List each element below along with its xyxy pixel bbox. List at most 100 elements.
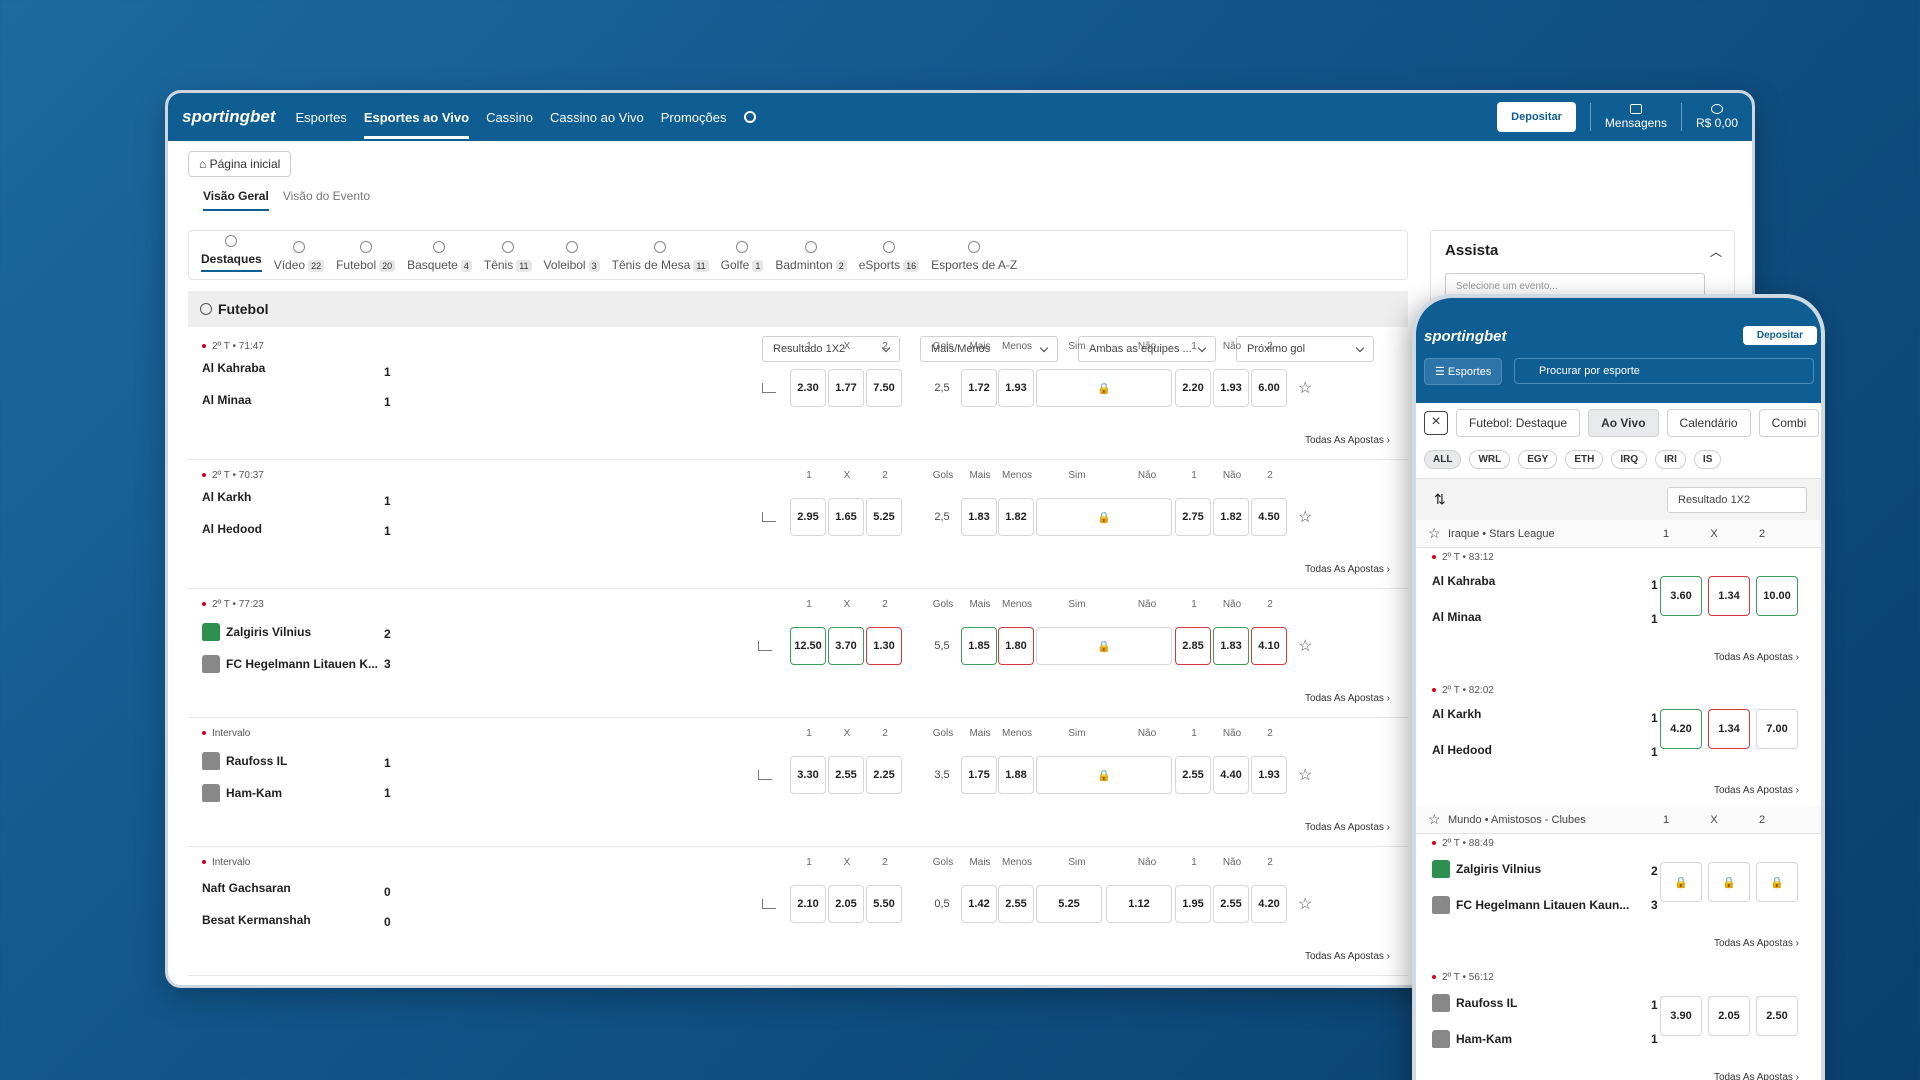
team-away[interactable]: Ham-Kam	[202, 784, 282, 802]
odds-button[interactable]: 1.80	[998, 627, 1034, 665]
team-home[interactable]: Al Karkh	[202, 490, 251, 504]
tab-combi[interactable]: Combi	[1758, 409, 1820, 437]
odds-button[interactable]: 2.50	[1756, 996, 1798, 1036]
stats-icon[interactable]	[758, 770, 772, 780]
team-away[interactable]: Besat Kermanshah	[202, 913, 311, 927]
team-home[interactable]: Raufoss IL	[202, 752, 287, 770]
odds-button[interactable]: 5.25	[866, 498, 902, 536]
market-dropdown-proximo-gol[interactable]: Próximo gol	[1236, 336, 1374, 362]
all-bets-link[interactable]: Todas As Apostas ›	[1714, 785, 1799, 796]
odds-button[interactable]: 1.93	[998, 369, 1034, 407]
odds-button[interactable]: 2.05	[828, 885, 864, 923]
odds-button[interactable]: 12.50	[790, 627, 826, 665]
sport-tab[interactable]: Tênis 11	[484, 241, 532, 272]
odds-button[interactable]: 1.88	[998, 756, 1034, 794]
odds-button[interactable]: 4.20	[1251, 885, 1287, 923]
mobile-logo[interactable]: sportingbet	[1424, 328, 1507, 345]
odds-button[interactable]: 5.50	[866, 885, 902, 923]
favorite-star-icon[interactable]: ☆	[1298, 767, 1313, 784]
country-filter-chip[interactable]: IRI	[1655, 450, 1686, 469]
home-breadcrumb[interactable]: ⌂ Página inicial	[188, 151, 292, 177]
sport-tab[interactable]: Tênis de Mesa 11	[612, 241, 709, 272]
all-bets-link[interactable]: Todas As Apostas ›	[1305, 693, 1390, 704]
team-away[interactable]: Ham-Kam	[1432, 1030, 1512, 1048]
odds-button[interactable]: 1.34	[1708, 576, 1750, 616]
tab-visao-geral[interactable]: Visão Geral	[203, 189, 269, 211]
all-bets-link[interactable]: Todas As Apostas ›	[1305, 822, 1390, 833]
odds-button[interactable]: 2.20	[1175, 369, 1211, 407]
sport-tab[interactable]: Destaques	[201, 235, 262, 272]
all-bets-link[interactable]: Todas As Apostas ›	[1714, 652, 1799, 663]
country-filter-chip[interactable]: IRQ	[1611, 450, 1648, 469]
stats-icon[interactable]	[762, 899, 776, 909]
sport-tab[interactable]: Voleibol 3	[544, 241, 600, 272]
odds-button[interactable]: 2.95	[790, 498, 826, 536]
sport-tab[interactable]: Badminton 2	[775, 241, 847, 272]
odds-button[interactable]: 1.65	[828, 498, 864, 536]
team-away[interactable]: Al Hedood	[202, 522, 262, 536]
country-filter-chip[interactable]: WRL	[1469, 450, 1511, 469]
country-filter-chip[interactable]: EGY	[1518, 450, 1558, 469]
team-home[interactable]: Al Karkh	[1432, 707, 1481, 721]
odds-button[interactable]: 1.82	[998, 498, 1034, 536]
odds-button[interactable]: 4.50	[1251, 498, 1287, 536]
favorite-star-icon[interactable]: ☆	[1428, 811, 1441, 827]
odds-button[interactable]: 1.34	[1708, 709, 1750, 749]
logo[interactable]: sportingbet	[182, 107, 276, 126]
odds-button[interactable]: 2.55	[1213, 885, 1249, 923]
odds-button[interactable]: 2.25	[866, 756, 902, 794]
tab-calendario[interactable]: Calendário	[1666, 409, 1751, 437]
mobile-deposit-button[interactable]: Depositar	[1742, 326, 1817, 345]
team-home[interactable]: Zalgiris Vilnius	[202, 623, 311, 641]
odds-button[interactable]: 1.83	[1213, 627, 1249, 665]
odds-button[interactable]: 2.05	[1708, 996, 1750, 1036]
odds-button[interactable]: 3.90	[1660, 996, 1702, 1036]
country-filter-chip[interactable]: IS	[1693, 450, 1722, 469]
team-home[interactable]: Raufoss IL	[1432, 994, 1517, 1012]
odds-button[interactable]: 1.42	[961, 885, 997, 923]
odds-button[interactable]: 2.75	[1175, 498, 1211, 536]
market-dropdown-mais-menos[interactable]: Mais/Menos	[920, 336, 1058, 362]
mobile-sports-menu-button[interactable]: ☰ Esportes	[1424, 358, 1503, 385]
stats-icon[interactable]	[758, 641, 772, 651]
sport-tab[interactable]: Vídeo 22	[274, 241, 325, 272]
favorite-star-icon[interactable]: ☆	[1298, 509, 1313, 526]
odds-button[interactable]: 2.55	[998, 885, 1034, 923]
mobile-market-dropdown[interactable]: Resultado 1X2	[1667, 487, 1807, 513]
sport-tab[interactable]: Futebol 20	[336, 241, 396, 272]
tab-ao-vivo[interactable]: Ao Vivo	[1588, 409, 1659, 437]
odds-button[interactable]: 2.55	[1175, 756, 1211, 794]
market-dropdown-1x2[interactable]: Resultado 1X2	[762, 336, 900, 362]
odds-button[interactable]: 3.70	[828, 627, 864, 665]
all-bets-link[interactable]: Todas As Apostas ›	[1714, 1072, 1799, 1080]
all-bets-link[interactable]: Todas As Apostas ›	[1305, 564, 1390, 575]
odds-button[interactable]: 6.00	[1251, 369, 1287, 407]
close-icon[interactable]: ×	[1424, 411, 1448, 435]
sport-tab[interactable]: eSports 16	[859, 241, 920, 272]
tab-futebol-destaque[interactable]: Futebol: Destaque	[1456, 409, 1581, 437]
odds-button[interactable]: 10.00	[1756, 576, 1798, 616]
odds-button[interactable]: 3.60	[1660, 576, 1702, 616]
odds-button[interactable]: 7.00	[1756, 709, 1798, 749]
sort-icon[interactable]: ⇅	[1434, 491, 1446, 507]
team-away[interactable]: FC Hegelmann Litauen Kaun...	[1432, 896, 1629, 914]
odds-button[interactable]: 1.77	[828, 369, 864, 407]
odds-button[interactable]: 1.82	[1213, 498, 1249, 536]
account-button[interactable]: R$ 0,00	[1696, 104, 1738, 130]
sport-tab[interactable]: Golfe 1	[721, 241, 764, 272]
team-home[interactable]: Naft Gachsaran	[202, 881, 291, 895]
odds-button[interactable]: 2.55	[828, 756, 864, 794]
odds-button[interactable]: 2.30	[790, 369, 826, 407]
odds-button[interactable]: 5.25	[1036, 885, 1102, 923]
odds-button[interactable]: 1.95	[1175, 885, 1211, 923]
team-away[interactable]: Al Minaa	[1432, 610, 1481, 624]
country-filter-chip[interactable]: ALL	[1424, 450, 1462, 469]
nav-esportes-ao-vivo[interactable]: Esportes ao Vivo	[363, 96, 470, 139]
odds-button[interactable]: 3.30	[790, 756, 826, 794]
favorite-star-icon[interactable]: ☆	[1428, 525, 1441, 541]
odds-button[interactable]: 1.75	[961, 756, 997, 794]
nav-promocoes[interactable]: Promoções	[660, 109, 727, 125]
nav-cassino-ao-vivo[interactable]: Cassino ao Vivo	[550, 109, 644, 125]
odds-button[interactable]: 1.30	[866, 627, 902, 665]
odds-button[interactable]: 1.72	[961, 369, 997, 407]
